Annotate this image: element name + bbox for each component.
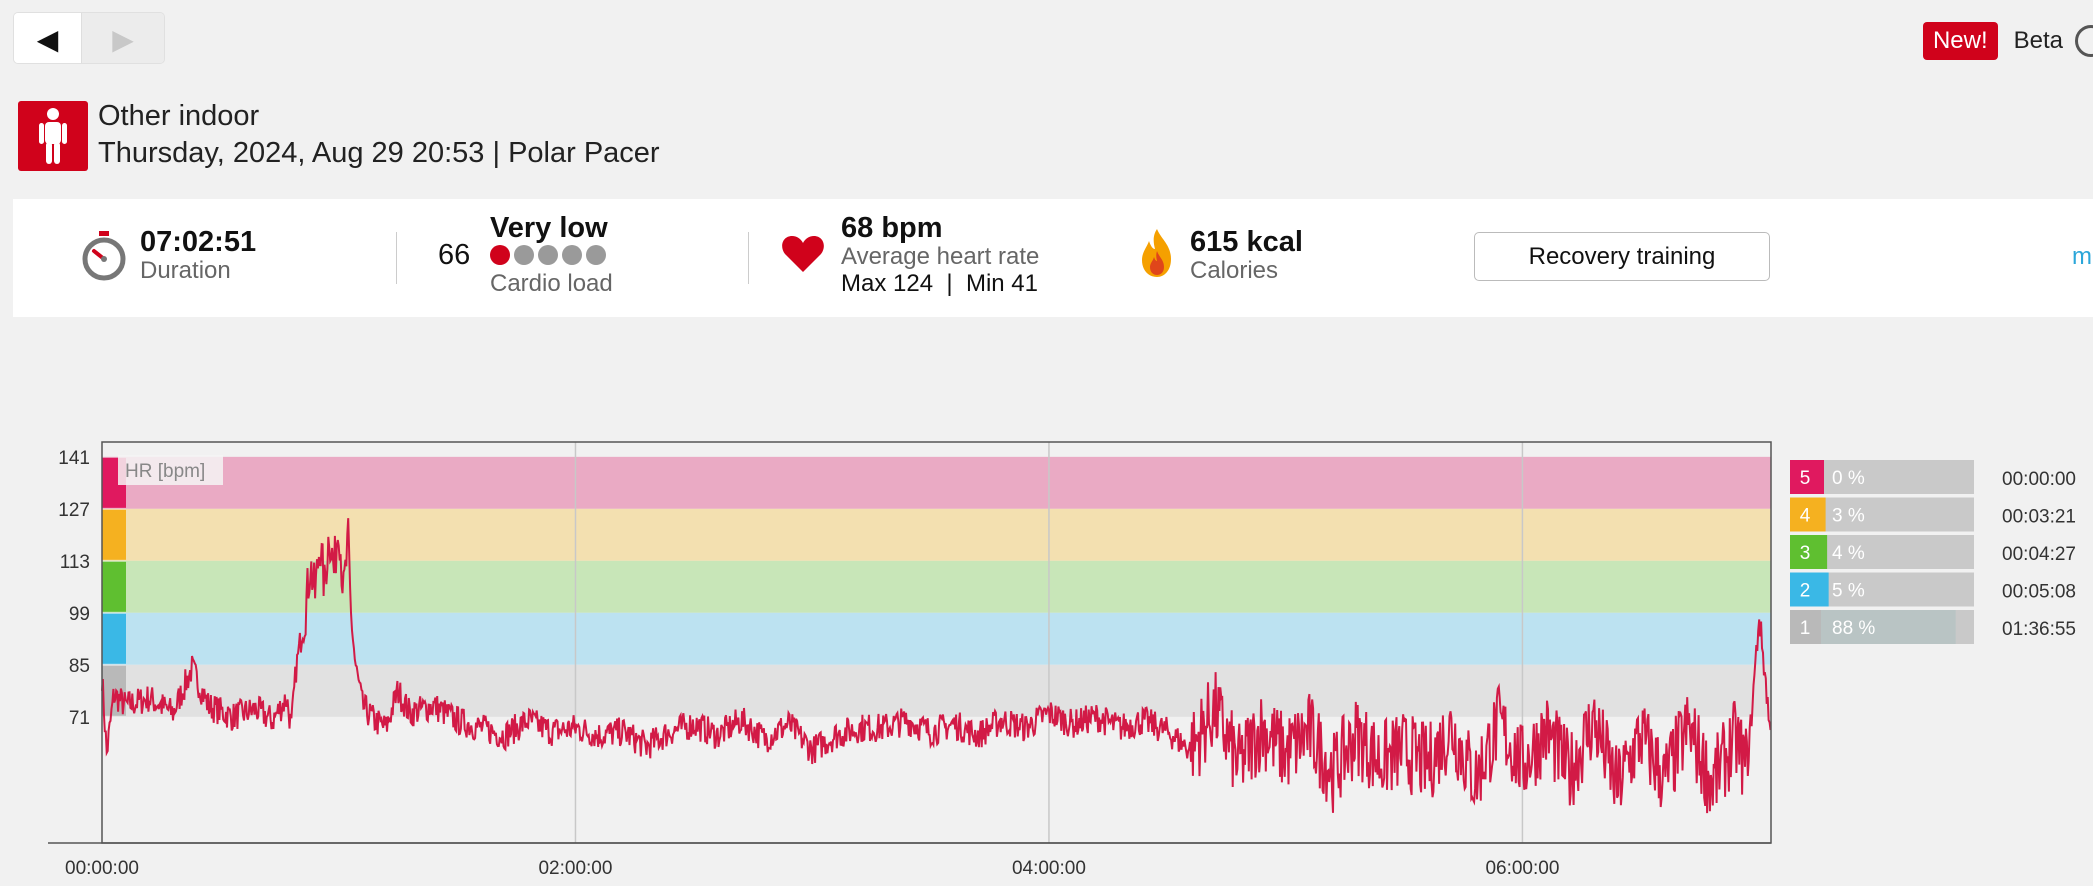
zone-band-1 <box>102 664 1771 717</box>
zone-summary-swatch <box>1790 497 1821 532</box>
zone-summary-fill <box>1821 497 1826 532</box>
divider <box>396 232 397 284</box>
x-tick-label: 04:00:00 <box>1012 858 1086 879</box>
sport-name: Other indoor <box>98 100 260 132</box>
zone-summary-fill <box>1821 535 1828 569</box>
x-tick-label: 02:00:00 <box>538 858 612 879</box>
zone-strip-4 <box>102 509 126 560</box>
x-tick-label: 06:00:00 <box>1485 858 1559 879</box>
zone-summary-percent: 5 % <box>1832 581 1865 602</box>
y-tick-label: 71 <box>69 708 90 729</box>
flame-icon <box>1137 227 1177 284</box>
zone-summary-percent: 4 % <box>1832 543 1865 564</box>
beta-controls: New! Beta <box>1922 22 2093 60</box>
x-axis-ticks: 00:00:00 02:00:00 04:00:00 06:00:00 <box>65 858 1559 879</box>
zone-summary-percent: 3 % <box>1832 506 1865 527</box>
calories-value: 615 kcal <box>1190 226 1303 258</box>
training-benefit-button[interactable]: Recovery training <box>1474 232 1770 281</box>
zone-summary-time: 00:03:21 <box>2002 507 2076 528</box>
zone-summary-number: 4 <box>1800 506 1811 527</box>
heart-icon <box>781 234 825 279</box>
zone-summary-number: 1 <box>1800 618 1811 639</box>
cardio-load-level: Very low <box>490 212 608 244</box>
zone-summary: 5 0 % 00:00:00 4 3 % 00:03:21 3 4 % 00:04:27 2 5 %… <box>1790 460 2076 644</box>
series-label: HR [bpm] <box>125 461 205 482</box>
cardio-load-dots <box>490 245 610 270</box>
zone-summary-fill <box>1821 460 1824 494</box>
zone-summary-swatch <box>1790 460 1821 494</box>
cardio-load-dot <box>490 245 510 265</box>
zone-summary-swatch <box>1790 610 1821 644</box>
series-label-box: HR [bpm] <box>118 455 223 485</box>
hr-zone-bands <box>102 456 1771 717</box>
zone-summary-swatch <box>1790 535 1821 569</box>
person-standing-icon <box>18 101 88 171</box>
avg-heart-rate-value: 68 bpm <box>841 212 943 244</box>
duration-label: Duration <box>140 257 231 284</box>
zone-summary-time: 00:05:08 <box>2002 582 2076 603</box>
session-navigation: ◀ ▶ <box>14 13 164 63</box>
y-tick-label: 113 <box>60 552 90 573</box>
zone-summary-fill <box>1821 610 1956 644</box>
zone-band-4 <box>102 508 1771 561</box>
session-date-device: Thursday, 2024, Aug 29 20:53 | Polar Pac… <box>98 137 660 169</box>
avg-heart-rate-label: Average heart rate <box>841 243 1040 270</box>
cardio-load-value: 66 <box>438 239 471 271</box>
zone-strip-2 <box>102 613 126 664</box>
y-tick-label: 85 <box>69 656 90 677</box>
cardio-load-dot <box>562 245 582 265</box>
zone-summary-time: 00:04:27 <box>2002 544 2076 565</box>
y-tick-label: 127 <box>58 500 90 521</box>
zone-summary-swatch <box>1790 572 1821 607</box>
beta-label: Beta <box>2013 27 2063 54</box>
zone-summary-percent: 0 % <box>1832 468 1865 489</box>
cardio-load-label: Cardio load <box>490 270 613 297</box>
zone-band-5 <box>102 456 1771 509</box>
cardio-load-dot <box>586 245 606 265</box>
zone-band-2 <box>102 612 1771 665</box>
divider <box>748 232 749 284</box>
next-session-button[interactable]: ▶ <box>81 13 164 63</box>
cardio-load-dot <box>514 245 534 265</box>
calories-label: Calories <box>1190 257 1279 284</box>
duration-value: 07:02:51 <box>140 226 257 258</box>
zone-summary-time: 01:36:55 <box>2002 619 2076 640</box>
more-link[interactable]: m <box>2072 243 2092 270</box>
session-summary: 07:02:51 Duration 66 Very low Cardio loa… <box>13 199 2093 317</box>
cardio-load-dot <box>538 245 558 265</box>
zone-strip-3 <box>102 561 126 612</box>
stopwatch-icon <box>81 229 127 288</box>
beta-toggle[interactable] <box>2075 25 2093 57</box>
x-tick-label: 00:00:00 <box>65 858 139 879</box>
zone-summary-time: 00:00:00 <box>2002 469 2076 490</box>
zone-summary-percent: 88 % <box>1832 618 1875 639</box>
heart-rate-line <box>101 518 1772 814</box>
zone-band-3 <box>102 560 1771 613</box>
zone-summary-number: 5 <box>1800 468 1811 489</box>
y-tick-label: 141 <box>58 448 90 469</box>
new-badge: New! <box>1922 22 1998 60</box>
y-tick-label: 99 <box>69 604 90 625</box>
previous-session-button[interactable]: ◀ <box>14 13 81 63</box>
zone-summary-number: 3 <box>1800 543 1811 564</box>
y-axis-ticks: 141 127 113 99 85 71 <box>58 448 90 729</box>
heart-rate-max-min: Max 124 | Min 41 <box>841 270 1038 297</box>
zone-summary-number: 2 <box>1800 581 1811 602</box>
zone-summary-fill <box>1821 572 1829 607</box>
